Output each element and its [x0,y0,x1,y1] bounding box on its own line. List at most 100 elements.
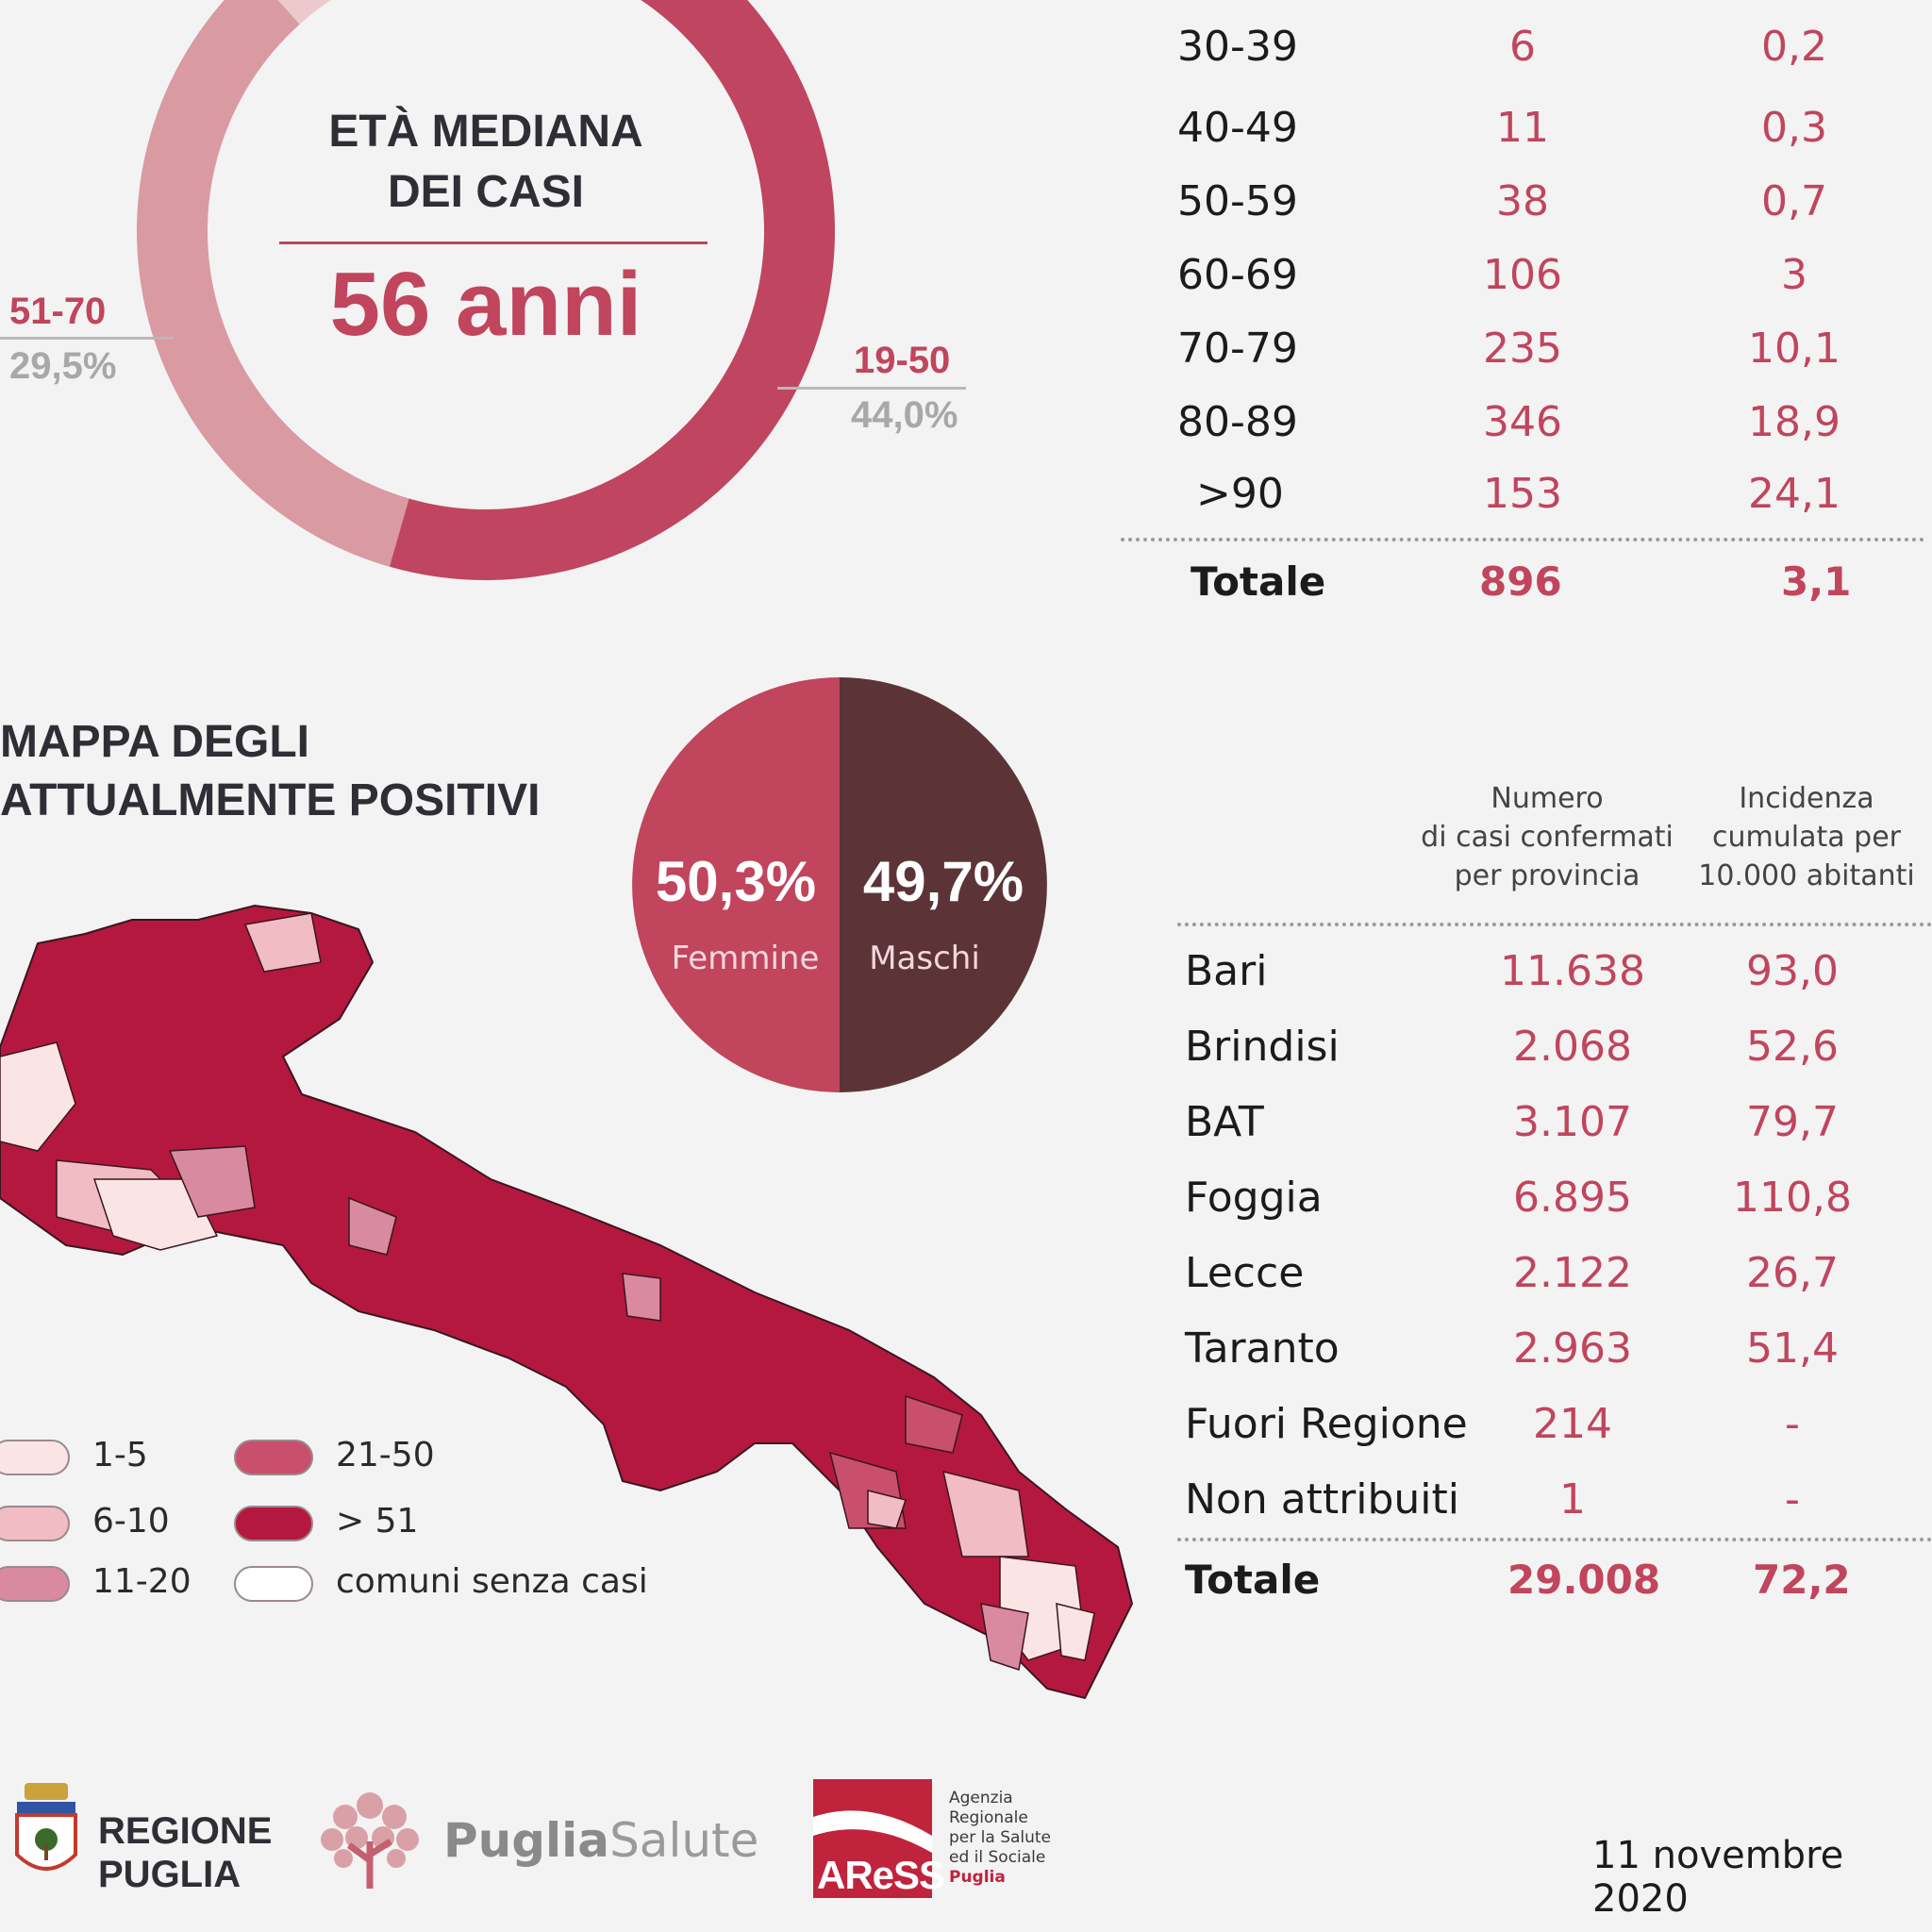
legend-swatch [0,1506,70,1541]
province-cases: 1 [1559,1475,1586,1524]
legend-swatch [234,1506,313,1541]
legend-swatch [234,1566,313,1602]
province-total-cases: 29.008 [1507,1557,1661,1603]
header-cases: Numero di casi confermati per provincia [1421,782,1674,892]
province-name: Brindisi [1185,1023,1340,1071]
segment-pct-51-70: 29,5% [9,345,117,387]
province-total-label: Totale [1185,1557,1321,1603]
map-municipality-13 [1056,1603,1095,1661]
province-rate: 26,7 [1746,1249,1839,1297]
puglia-salute-tree-icon [315,1785,425,1890]
age-cell: 50-59 [1177,177,1298,225]
legend-label: 6-10 [92,1502,170,1541]
legend-swatch [0,1440,70,1475]
province-name: Foggia [1185,1174,1323,1222]
rate-cell: 10,1 [1748,325,1840,373]
province-total-divider [1177,1538,1932,1541]
province-rate: 51,4 [1746,1324,1839,1373]
cases-cell: 106 [1483,251,1562,299]
province-rate: 93,0 [1746,947,1839,995]
aress-logo-text: AReSS [817,1853,945,1897]
segment-label-51-70: 51-70 [9,291,107,332]
cases-cell: 235 [1483,325,1562,373]
gender-slice-female [632,677,840,1092]
puglia-salute-logo-text: PugliaSalute [443,1813,759,1868]
donut-title-line2: DEI CASI [387,167,585,217]
age-total-cases: 896 [1479,558,1562,605]
map-municipality-6 [622,1273,661,1322]
map-municipality-12 [867,1490,907,1529]
male-pct: 49,7% [862,850,1024,913]
age-cell: >90 [1196,470,1284,518]
female-label: Femmine [671,940,820,977]
donut-segment-51-70 [137,0,409,567]
province-name: BAT [1185,1098,1264,1146]
age-cell: 30-39 [1177,23,1298,71]
female-pct: 50,3% [655,850,817,913]
map-municipality-5 [348,1196,397,1256]
map-title-line1: MAPPA DEGLI [0,717,310,767]
cases-cell: 38 [1496,177,1549,225]
legend-swatch [234,1440,313,1475]
rate-cell: 3 [1781,251,1807,299]
province-name: Taranto [1185,1324,1340,1373]
province-cases: 2.068 [1513,1023,1632,1071]
segment-rule-19-50 [777,387,966,390]
cases-cell: 346 [1483,398,1562,446]
age-cell: 80-89 [1177,398,1298,446]
province-cases: 2.122 [1513,1249,1632,1297]
regione-puglia-emblem [13,1781,79,1885]
header-rate: Incidenza cumulata per 10.000 abitanti [1698,782,1915,892]
gender-slice-male [840,677,1047,1092]
legend-label: 21-50 [336,1436,435,1474]
donut-divider [279,242,708,244]
province-total-rate: 72,2 [1753,1557,1851,1603]
province-cases: 6.895 [1513,1174,1632,1222]
province-rate: - [1785,1400,1800,1448]
map-municipality-2 [92,1178,219,1251]
legend-label: > 51 [336,1502,419,1541]
age-total-rate: 3,1 [1781,558,1852,605]
rate-cell: 18,9 [1748,398,1840,446]
rate-cell: 0,7 [1761,177,1827,225]
segment-label-19-50: 19-50 [854,340,951,381]
rate-cell: 0,3 [1761,104,1827,152]
donut-title: ETÀ MEDIANA DEI CASI [283,102,689,223]
legend-swatch [0,1566,70,1602]
median-age-value: 56 anni [329,254,642,355]
segment-pct-19-50: 44,0% [851,394,958,436]
age-total-label: Totale [1191,558,1326,605]
province-rate: - [1785,1475,1800,1524]
age-cell: 40-49 [1177,104,1298,152]
province-rate: 110,8 [1733,1174,1852,1222]
province-name: Non attribuiti [1185,1475,1460,1524]
map-municipality-8 [942,1470,1029,1557]
age-cell: 60-69 [1177,251,1298,299]
province-cases: 214 [1533,1400,1612,1448]
donut-segment-19-50 [187,0,835,580]
segment-rule-51-70 [0,337,174,340]
map-municipality-0 [0,1041,76,1152]
province-name: Fuori Regione [1185,1400,1468,1448]
province-header-divider [1177,923,1932,926]
age-cell: 70-79 [1177,325,1298,373]
province-rate: 52,6 [1746,1023,1839,1071]
legend-label: comuni senza casi [336,1562,648,1601]
aress-logo-mark [813,1779,932,1898]
male-label: Maschi [869,940,980,977]
province-cases: 3.107 [1513,1098,1632,1146]
cases-cell: 11 [1496,104,1549,152]
province-cases: 2.963 [1513,1324,1632,1373]
age-table-divider [1121,538,1924,541]
province-rate: 79,7 [1746,1098,1839,1146]
province-name: Bari [1185,947,1268,995]
map-title-line2: ATTUALMENTE POSITIVI [0,775,541,825]
map-title: MAPPA DEGLI ATTUALMENTE POSITIVI [0,713,540,830]
donut-segment-light [277,0,331,25]
map-municipality-3 [168,1145,256,1218]
legend-label: 11-20 [92,1562,192,1601]
donut-title-line1: ETÀ MEDIANA [328,107,643,157]
aress-description: Agenzia Regionale per la Salute ed il So… [949,1789,1052,1887]
rate-cell: 24,1 [1748,470,1840,518]
